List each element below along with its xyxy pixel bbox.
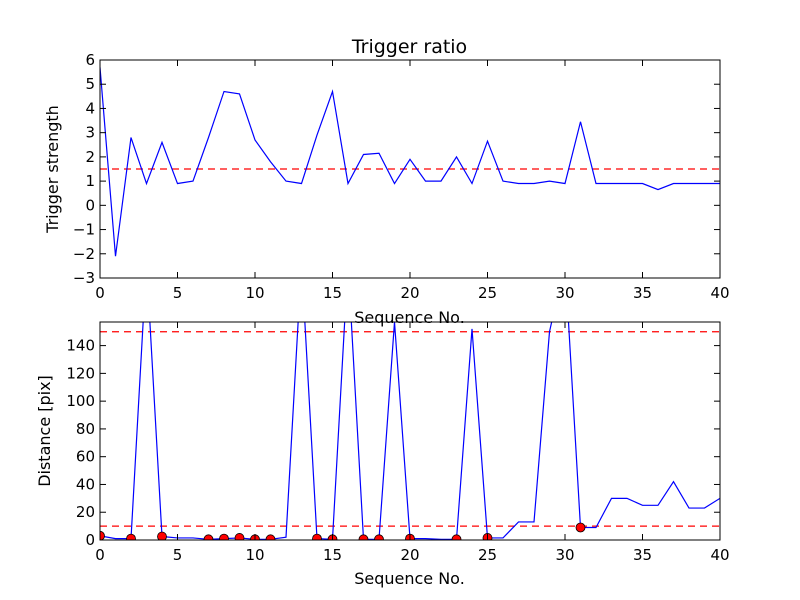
- x-tick-label: 5: [173, 546, 183, 564]
- x-tick-label: 25: [478, 546, 497, 564]
- x-tick-label: 20: [400, 284, 419, 302]
- y-axis-label: Trigger strength: [43, 105, 62, 234]
- y-tick-label: 2: [85, 148, 95, 166]
- y-tick-label: 4: [85, 99, 95, 117]
- x-tick-label: 25: [478, 284, 497, 302]
- y-axis-ticks: 0 20 40 60 80 100 120 140: [66, 337, 720, 549]
- x-tick-label: 20: [400, 546, 419, 564]
- y-tick-label: 140: [66, 337, 95, 355]
- y-tick-label: 0: [85, 531, 95, 549]
- x-tick-label: 10: [245, 284, 264, 302]
- trigger-ratio-chart: Trigger ratio 0 5 10 15 20 25 30 35 40 −3−2−1012…: [43, 36, 730, 327]
- y-tick-label: 6: [85, 51, 95, 69]
- x-tick-label: 40: [710, 284, 729, 302]
- y-tick-label: 120: [66, 364, 95, 382]
- y-tick-label: 40: [76, 475, 95, 493]
- data-point-marker: [575, 522, 586, 533]
- x-tick-label: 30: [555, 546, 574, 564]
- axes-frame: [99, 59, 721, 279]
- data-point-marker: [374, 534, 384, 540]
- plot-clip-group: [100, 67, 720, 257]
- y-axis-label: Distance [pix]: [35, 375, 54, 487]
- data-point-marker: [451, 534, 462, 540]
- y-tick-label: 80: [76, 420, 95, 438]
- x-tick-label: 30: [555, 284, 574, 302]
- data-point-marker: [234, 533, 245, 540]
- y-tick-label: −2: [73, 245, 95, 263]
- x-axis-ticks: 0 5 10 15 20 25 30 35 40: [95, 60, 730, 302]
- data-point-marker: [203, 534, 214, 540]
- series-line: [100, 67, 720, 257]
- y-axis-ticks: −3 −2 −1 0 1 2 3 4 5 6: [73, 51, 720, 287]
- y-tick-label: 20: [76, 503, 95, 521]
- x-tick-label: 5: [173, 284, 183, 302]
- data-point-marker: [265, 534, 276, 540]
- x-tick-label: 35: [633, 546, 652, 564]
- y-tick-label: 100: [66, 392, 95, 410]
- x-axis-label: Sequence No.: [354, 569, 465, 588]
- data-point-marker: [100, 530, 105, 540]
- x-tick-label: 0: [95, 284, 105, 302]
- data-point-marker: [358, 534, 369, 540]
- plot-area: [100, 67, 720, 257]
- x-tick-label: 15: [323, 546, 342, 564]
- chart-title: Trigger ratio: [351, 36, 467, 58]
- y-tick-label: 5: [85, 75, 95, 93]
- x-tick-label: 10: [245, 546, 264, 564]
- y-tick-label: 0: [85, 196, 95, 214]
- y-tick-label: 60: [76, 448, 95, 466]
- y-tick-label: −3: [73, 269, 95, 287]
- y-tick-label: 1: [85, 172, 95, 190]
- x-axis-ticks: 0 5 10 15 20 25 30 35 40: [95, 322, 730, 564]
- y-tick-label: −1: [73, 221, 95, 239]
- data-point-marker: [312, 533, 322, 540]
- y-tick-label: 3: [85, 124, 95, 142]
- x-tick-label: 15: [323, 284, 342, 302]
- distance-chart: 0 5 10 15 20 25 30 35 40 0 20 40 60 80 100 120 140 Sequ…: [35, 321, 730, 588]
- data-point-marker: [157, 531, 167, 540]
- x-tick-label: 0: [95, 546, 105, 564]
- data-point-marker: [219, 533, 229, 540]
- axes-frame: [99, 321, 721, 541]
- x-tick-label: 35: [633, 284, 652, 302]
- x-tick-label: 40: [710, 546, 729, 564]
- data-point-marker: [126, 533, 136, 540]
